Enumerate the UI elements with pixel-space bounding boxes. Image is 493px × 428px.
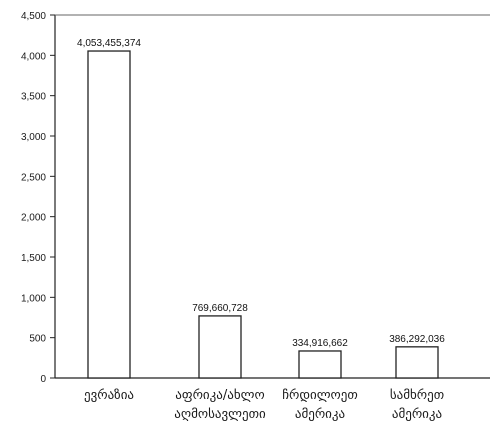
data-label: 769,660,728: [192, 303, 248, 314]
data-label: 4,053,455,374: [77, 38, 141, 49]
bar: [198, 315, 242, 379]
y-axis-ticks: 0 500 1,000 1,500 2,000 2,500 3,000 3,500 4,000 4…: [21, 11, 55, 385]
bar: [298, 350, 342, 379]
data-label: 334,916,662: [292, 338, 348, 349]
x-category-label-line: ევრაზია: [84, 388, 134, 403]
x-category-label-line: სამხრეთ: [390, 388, 444, 403]
data-label: 386,292,036: [389, 334, 445, 345]
y-tick-label: 3,500: [21, 92, 46, 103]
y-tick-label: 1,000: [21, 293, 46, 304]
y-tick-label: 0: [40, 374, 46, 385]
x-category-label-line: ამერიკა: [295, 407, 345, 422]
x-category-label: ჩრდილოეთ ამერიკა: [282, 388, 358, 422]
x-category-label: აფრიკა/ახლო აღმოსავლეთი: [174, 388, 266, 422]
x-category-label: ევრაზია: [84, 388, 134, 403]
bar: [395, 346, 439, 379]
y-tick-label: 4,000: [21, 51, 46, 62]
y-tick-label: 2,000: [21, 213, 46, 224]
y-tick-label: 4,500: [21, 11, 46, 22]
y-tick-label: 3,000: [21, 132, 46, 143]
x-category-label-line: ჩრდილოეთ: [282, 388, 358, 403]
x-category-label: სამხრეთ ამერიკა: [390, 388, 444, 422]
y-tick-label: 2,500: [21, 172, 46, 183]
y-tick-label: 1,500: [21, 253, 46, 264]
x-category-label-line: აღმოსავლეთი: [174, 407, 266, 422]
x-category-label-line: აფრიკა/ახლო: [175, 388, 264, 403]
bar: [87, 50, 131, 379]
x-category-label-line: ამერიკა: [392, 407, 442, 422]
y-tick-label: 500: [29, 334, 46, 345]
bars: [87, 50, 439, 379]
category-labels: ევრაზია აფრიკა/ახლო აღმოსავლეთი ჩრდილოეთ ამე…: [84, 388, 444, 422]
data-labels: 4,053,455,374 769,660,728 334,916,662 386,2…: [77, 38, 445, 349]
